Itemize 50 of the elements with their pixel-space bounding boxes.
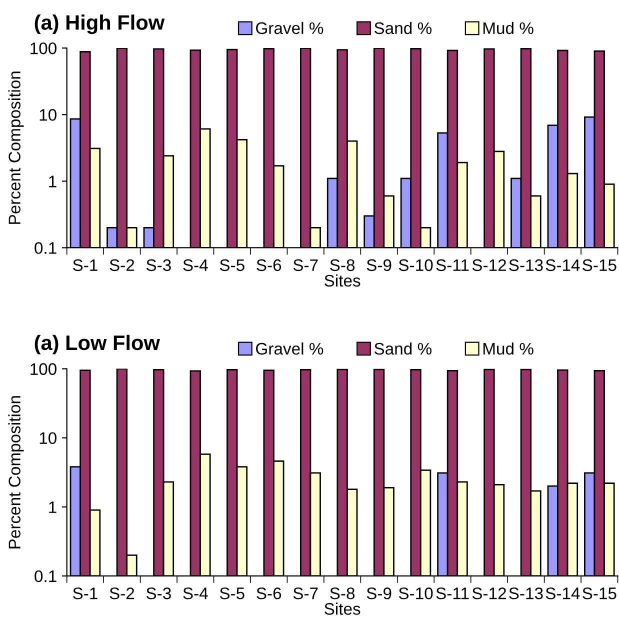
y-axis-title: Percent Composition xyxy=(8,72,24,224)
y-tick-label: 0.1 xyxy=(34,242,56,254)
legend-label: Gravel % xyxy=(256,342,324,355)
x-tick-label: S-3 xyxy=(146,588,171,600)
x-tick-label: S-10 xyxy=(398,588,433,600)
x-tick-label: S-2 xyxy=(110,588,134,600)
y-tick-label: 0.1 xyxy=(34,570,56,582)
x-tick-label: S-11 xyxy=(436,588,469,600)
x-tick-label: S-4 xyxy=(183,259,208,272)
y-axis-title: Percent Composition xyxy=(8,396,24,548)
x-tick-label: S-6 xyxy=(256,259,282,272)
x-tick-label: S-9 xyxy=(366,259,392,272)
x-tick-label: S-4 xyxy=(183,588,208,600)
x-tick-label: S-7 xyxy=(293,588,318,600)
y-tick-label: 1 xyxy=(49,501,56,513)
x-axis-title: Sites xyxy=(324,602,360,615)
legend-label: Mud % xyxy=(483,22,534,34)
x-tick-label: S-8 xyxy=(330,588,355,600)
x-tick-label: S-1 xyxy=(73,588,98,600)
x-tick-label: S-15 xyxy=(582,588,616,600)
legend-label: Sand % xyxy=(374,22,432,34)
y-tick-label: 100 xyxy=(30,42,56,54)
x-tick-label: S-5 xyxy=(220,259,244,272)
x-tick-label: S-3 xyxy=(146,259,171,272)
legend-label: Sand % xyxy=(374,342,432,355)
x-tick-label: S-10 xyxy=(398,259,433,272)
y-tick-label: 100 xyxy=(30,363,56,375)
x-tick-label: S-14 xyxy=(546,588,580,600)
y-tick-label: 10 xyxy=(40,109,56,121)
x-tick-label: S-12 xyxy=(472,259,506,272)
x-tick-label: S-14 xyxy=(546,259,580,272)
x-tick-label: S-13 xyxy=(509,588,543,600)
chart-title: (a) High Flow xyxy=(34,14,165,34)
x-tick-label: S-12 xyxy=(472,588,506,600)
x-tick-label: S-9 xyxy=(366,588,392,600)
legend-label: Gravel % xyxy=(256,22,324,34)
chart-title: (a) Low Flow xyxy=(34,334,160,354)
x-tick-label: S-8 xyxy=(330,259,355,272)
x-tick-label: S-15 xyxy=(582,259,616,272)
x-tick-label: S-1 xyxy=(73,259,98,272)
x-tick-label: S-5 xyxy=(220,588,244,600)
legend-label: Mud % xyxy=(483,342,534,355)
x-tick-label: S-7 xyxy=(293,259,318,272)
x-axis-title: Sites xyxy=(324,274,360,287)
y-tick-label: 10 xyxy=(40,432,56,444)
x-tick-label: S-13 xyxy=(509,259,543,272)
x-tick-label: S-2 xyxy=(110,259,134,272)
x-tick-label: S-6 xyxy=(256,588,282,600)
y-tick-label: 1 xyxy=(49,176,56,188)
x-tick-label: S-11 xyxy=(436,259,469,272)
